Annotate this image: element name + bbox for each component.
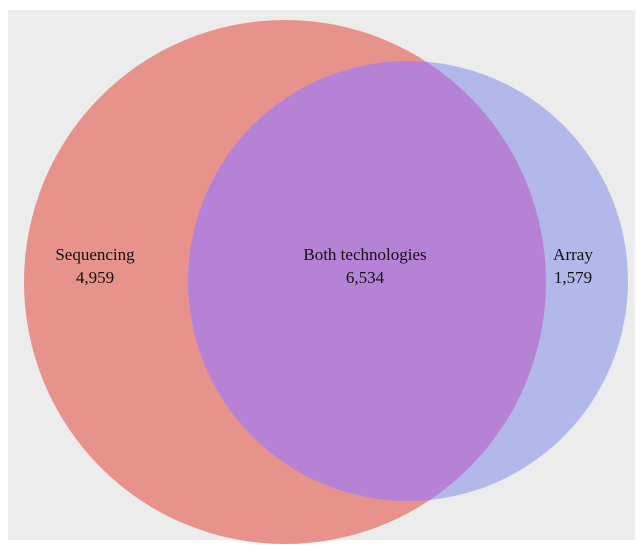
array-count: 1,579 bbox=[554, 268, 592, 287]
intersection-count: 6,534 bbox=[346, 268, 385, 287]
intersection-label: Both technologies bbox=[303, 245, 426, 264]
intersection-region bbox=[188, 61, 546, 501]
sequencing-count: 4,959 bbox=[76, 268, 114, 287]
array-label: Array bbox=[553, 245, 593, 264]
sequencing-label: Sequencing bbox=[55, 245, 135, 264]
